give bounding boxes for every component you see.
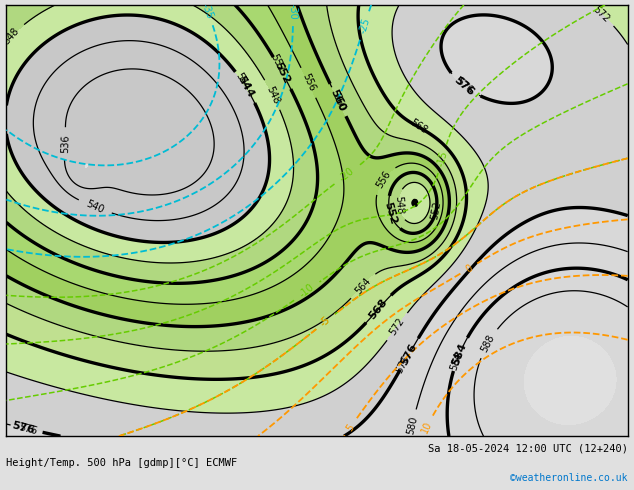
Text: 536: 536 (60, 134, 71, 153)
Text: 568: 568 (367, 297, 390, 321)
Text: 560: 560 (329, 87, 347, 113)
Text: 576: 576 (399, 342, 419, 367)
Text: 552: 552 (268, 52, 286, 74)
Text: 576: 576 (11, 420, 36, 436)
Text: 572: 572 (591, 4, 611, 24)
Text: 548: 548 (392, 195, 404, 215)
Text: -25: -25 (358, 17, 372, 35)
Text: 556: 556 (374, 169, 392, 190)
Text: 10: 10 (420, 419, 434, 435)
Text: 584: 584 (449, 351, 464, 372)
Text: 576: 576 (452, 74, 476, 98)
Text: 576: 576 (18, 422, 39, 436)
Text: 5: 5 (344, 422, 356, 433)
Text: 584: 584 (451, 342, 469, 367)
Text: -10: -10 (297, 282, 316, 300)
Text: 548: 548 (264, 84, 281, 105)
Text: 552: 552 (429, 200, 443, 220)
Text: 560: 560 (331, 92, 347, 113)
Text: 568: 568 (408, 118, 429, 136)
Text: ©weatheronline.co.uk: ©weatheronline.co.uk (510, 473, 628, 483)
Text: -5: -5 (319, 315, 332, 329)
Text: 556: 556 (300, 72, 317, 93)
Text: 552: 552 (382, 201, 398, 226)
Text: Sa 18-05-2024 12:00 UTC (12+240): Sa 18-05-2024 12:00 UTC (12+240) (428, 443, 628, 453)
Text: 540: 540 (84, 198, 106, 215)
Text: -30: -30 (288, 3, 298, 19)
Text: 576: 576 (394, 354, 411, 375)
Text: -20: -20 (338, 166, 356, 183)
Text: 544: 544 (233, 71, 252, 92)
Text: Height/Temp. 500 hPa [gdmp][°C] ECMWF: Height/Temp. 500 hPa [gdmp][°C] ECMWF (6, 458, 238, 468)
Text: 580: 580 (405, 415, 419, 436)
Text: 564: 564 (353, 276, 373, 296)
Text: -5: -5 (319, 315, 332, 329)
Text: 0: 0 (463, 263, 474, 274)
Text: -35: -35 (200, 2, 215, 21)
Text: 588: 588 (479, 333, 497, 354)
Text: -15: -15 (436, 150, 449, 168)
Text: 572: 572 (388, 316, 406, 337)
Text: 544: 544 (236, 74, 256, 99)
Text: 576: 576 (454, 76, 474, 96)
Text: 552: 552 (273, 60, 292, 86)
Text: 548: 548 (2, 26, 22, 47)
